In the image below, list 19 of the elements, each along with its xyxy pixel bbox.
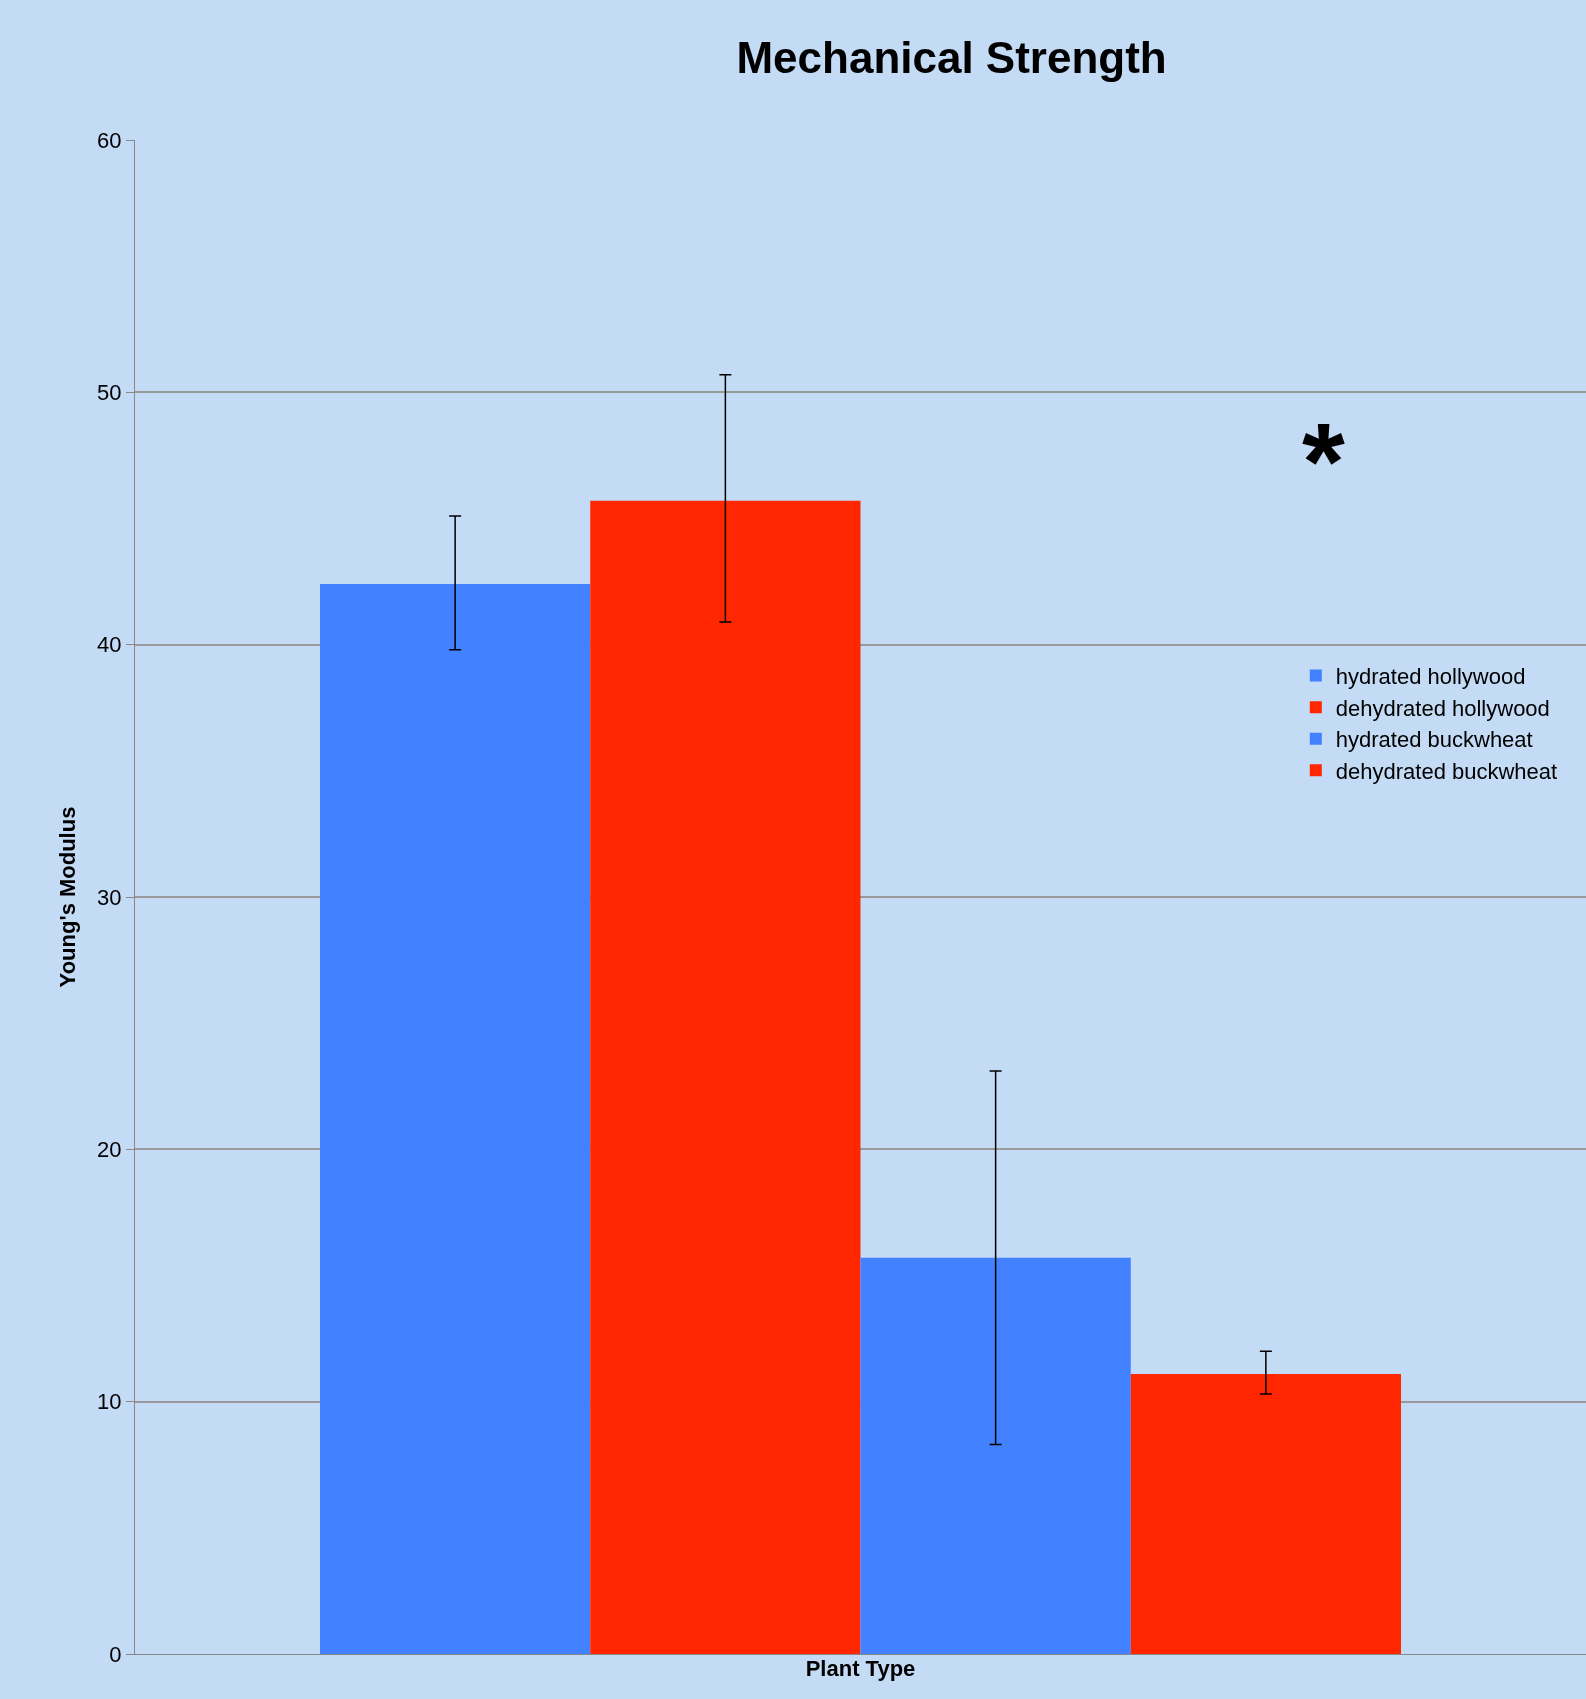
- legend-label: dehydrated hollywood: [1335, 695, 1550, 721]
- bar: [1130, 1373, 1401, 1654]
- chart-title: Mechanical Strength: [736, 33, 1167, 83]
- y-tick-label: 20: [97, 1137, 122, 1163]
- y-axis-title: Young's Modulus: [54, 806, 80, 988]
- y-tick-label: 40: [97, 632, 122, 658]
- y-tick-label: 60: [97, 127, 122, 153]
- legend-label: hydrated buckwheat: [1335, 727, 1533, 753]
- y-tick-label: 30: [97, 884, 122, 910]
- y-tick-label: 0: [109, 1641, 122, 1667]
- y-tick-label: 10: [97, 1389, 122, 1415]
- y-tick-label: 50: [97, 380, 122, 406]
- bar: [320, 584, 591, 1654]
- legend-label: dehydrated buckwheat: [1335, 758, 1558, 784]
- x-axis-title: Plant Type: [805, 1656, 916, 1682]
- bar: [860, 1257, 1131, 1654]
- annotation: *: [1302, 399, 1345, 522]
- legend-label: hydrated hollywood: [1335, 664, 1526, 690]
- bar: [590, 500, 861, 1654]
